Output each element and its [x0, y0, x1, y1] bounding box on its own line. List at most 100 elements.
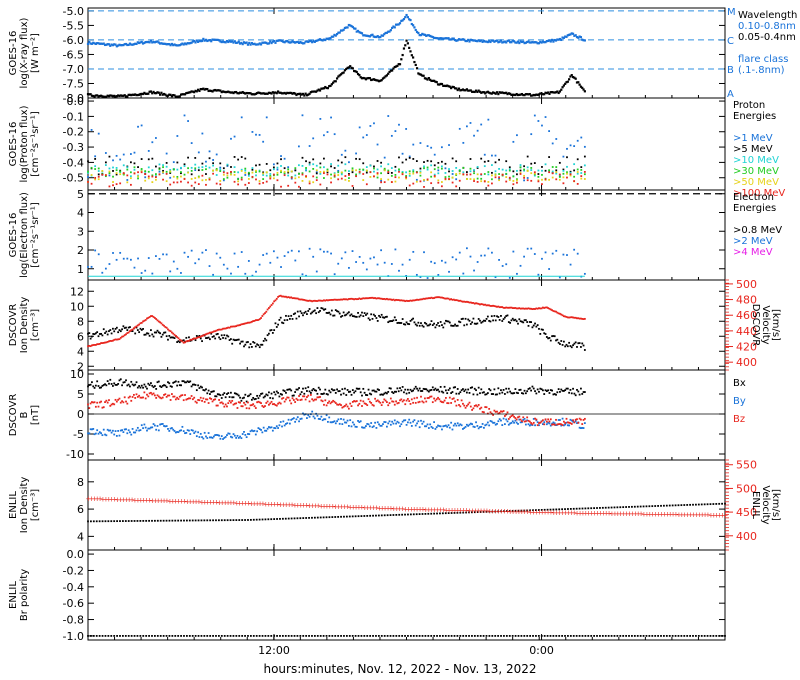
panel-5-ytick-label: -5	[73, 428, 84, 441]
panel-2-legend-entry: >10 MeV	[733, 155, 779, 166]
svg-text:+: +	[86, 495, 92, 503]
x-axis-label: hours:minutes, Nov. 12, 2022 - Nov. 13, …	[263, 662, 537, 676]
panel-3-ylabel: [cm⁻²s⁻¹sr⁻¹]	[30, 202, 41, 268]
svg-text:+: +	[307, 502, 313, 510]
panel-5-frame	[87, 369, 726, 461]
panel-2-ytick-label: -0.5	[63, 172, 84, 185]
svg-text:+: +	[129, 496, 135, 504]
svg-text:+: +	[234, 499, 240, 507]
svg-text:+: +	[484, 507, 490, 515]
svg-text:+: +	[403, 505, 409, 513]
panel-5-ylabel: [nT]	[30, 405, 41, 425]
svg-text:+: +	[458, 507, 464, 515]
svg-text:+: +	[624, 510, 630, 518]
svg-text:+: +	[373, 504, 379, 512]
panel-4-y2label: Velocity	[760, 305, 771, 344]
svg-text:+: +	[243, 500, 249, 508]
svg-text:+: +	[615, 510, 621, 518]
panel-4-ytick-label: 8	[77, 315, 84, 328]
svg-text:+: +	[301, 502, 307, 510]
panel-4-y2tick-label: 440	[736, 325, 757, 338]
svg-text:+: +	[321, 502, 327, 510]
svg-text:+: +	[103, 495, 109, 503]
svg-text:+: +	[609, 510, 615, 518]
panel-1-ytick-label: -6.0	[63, 34, 84, 47]
panel-2-ytick-label: -0.2	[63, 126, 84, 139]
svg-text:+: +	[603, 510, 609, 518]
svg-text:+: +	[245, 500, 251, 508]
svg-text:+: +	[618, 510, 624, 518]
panel-5-legend-entry: By	[733, 396, 746, 407]
panel-6-series-0	[87, 502, 726, 523]
svg-text:+: +	[379, 504, 385, 512]
panel-1-series-1	[86, 39, 586, 98]
svg-text:+: +	[673, 511, 679, 519]
panel-3-ylabel: GOES-16	[8, 213, 19, 258]
panel-1-ytick-label: -7.5	[63, 77, 84, 90]
svg-text:+: +	[533, 508, 539, 516]
svg-text:+: +	[693, 511, 699, 519]
panel-6-ylabel: ENLIL	[8, 491, 19, 519]
panel-2-legend-entry: >30 MeV	[733, 166, 779, 177]
panel-4-y2tick-label: 500	[736, 278, 757, 291]
panel-6-y2tick-label: 400	[736, 530, 757, 543]
svg-text:+: +	[112, 496, 118, 504]
svg-text:+: +	[240, 499, 246, 507]
svg-text:+: +	[187, 498, 193, 506]
svg-text:+: +	[231, 499, 237, 507]
svg-text:+: +	[225, 499, 231, 507]
svg-text:+: +	[181, 498, 187, 506]
svg-text:+: +	[545, 509, 551, 517]
svg-text:+: +	[248, 500, 254, 508]
panel-2-ytick-label: -0.3	[63, 141, 84, 154]
panel-6-ytick-label: 8	[77, 476, 84, 489]
panel-6-y2label: ENLIL	[750, 491, 761, 519]
svg-text:+: +	[167, 497, 173, 505]
svg-text:+: +	[117, 496, 123, 504]
svg-text:+: +	[304, 502, 310, 510]
panel-4-y2tick-label: 420	[736, 341, 757, 354]
svg-text:+: +	[120, 496, 126, 504]
panel-5-ytick-label: 0	[77, 408, 84, 421]
svg-text:+: +	[205, 498, 211, 506]
svg-text:+: +	[339, 503, 345, 511]
panel-5-series-2	[87, 391, 586, 427]
svg-text:+: +	[568, 509, 574, 517]
svg-text:+: +	[394, 505, 400, 513]
panel-6-y2label: [km/s]	[770, 489, 781, 521]
svg-text:+: +	[496, 507, 502, 515]
svg-text:+: +	[385, 505, 391, 513]
svg-text:+: +	[196, 498, 202, 506]
svg-text:+: +	[679, 511, 685, 519]
panel-1-ytick-label: -5.5	[63, 19, 84, 32]
panel-3-ytick-label: 3	[77, 225, 84, 238]
svg-text:+: +	[179, 498, 185, 506]
panel-3-ytick-label: 4	[77, 207, 84, 220]
panel-2-series-4	[87, 169, 586, 184]
svg-text:+: +	[443, 506, 449, 514]
svg-text:+: +	[144, 497, 150, 505]
svg-text:+: +	[216, 499, 222, 507]
svg-text:+: +	[254, 500, 260, 508]
panel-5-ytick-label: 5	[77, 388, 84, 401]
panel-5-ylabel: DSCOVR	[8, 394, 19, 437]
panel-7-frame	[87, 549, 726, 641]
svg-text:+: +	[705, 511, 711, 519]
svg-text:+: +	[228, 499, 234, 507]
panel-3-legend-entry: >4 MeV	[733, 247, 773, 258]
svg-text:+: +	[327, 503, 333, 511]
svg-text:+: +	[659, 511, 665, 519]
svg-text:+: +	[91, 495, 97, 503]
svg-text:+: +	[266, 500, 272, 508]
svg-text:+: +	[513, 508, 519, 516]
panel-4-y2label: DSCOVR	[750, 304, 761, 347]
panel-7-ylabel: Br polarity	[19, 569, 30, 621]
svg-text:+: +	[202, 498, 208, 506]
svg-text:+: +	[289, 501, 295, 509]
svg-text:+: +	[356, 504, 362, 512]
svg-text:+: +	[408, 505, 414, 513]
svg-text:+: +	[440, 506, 446, 514]
svg-text:+: +	[318, 502, 324, 510]
svg-text:+: +	[583, 509, 589, 517]
